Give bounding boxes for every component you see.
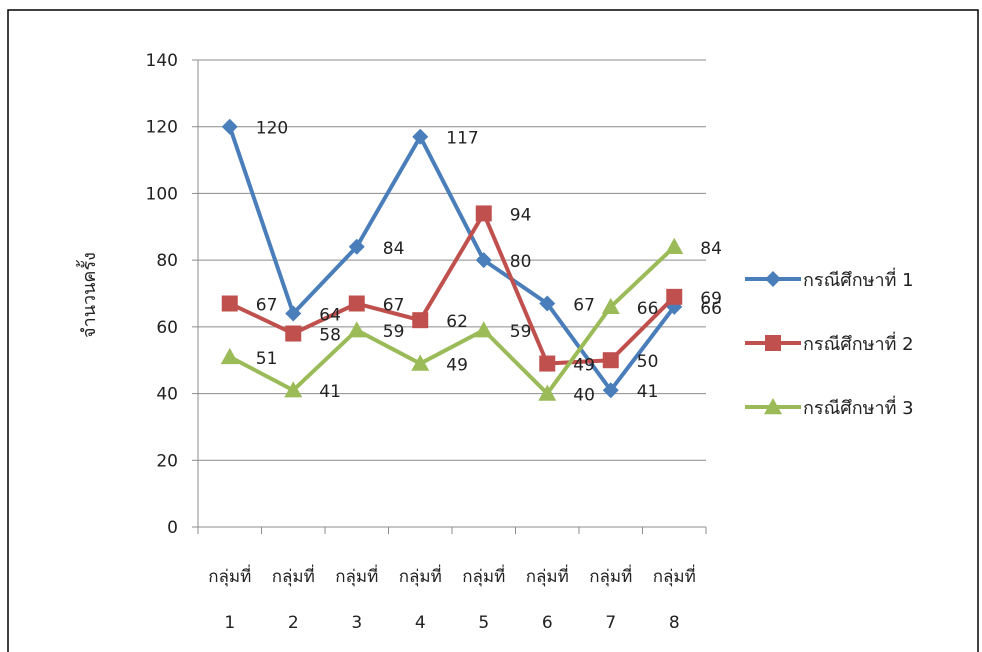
y-tick-label: 140 [146, 51, 178, 71]
x-tick-label-number: 4 [415, 613, 426, 633]
x-tick-label-number: 2 [288, 613, 299, 633]
point-marker [539, 355, 556, 372]
series-line [227, 126, 676, 393]
x-tick-label: กลุ่มที่ [589, 564, 632, 587]
data-label: 67 [383, 296, 405, 316]
data-label: 49 [446, 356, 468, 376]
point-marker [348, 295, 365, 312]
y-tick-label: 100 [146, 184, 178, 204]
x-tick-label-number: 8 [669, 613, 680, 633]
x-tick-label: กลุ่มที่ [526, 564, 569, 587]
point-marker [602, 382, 619, 399]
x-tick-label-number: 3 [351, 613, 362, 633]
y-tick-label: 60 [156, 318, 178, 338]
data-label: 84 [383, 239, 405, 259]
data-label: 51 [256, 349, 278, 369]
data-label: 41 [319, 382, 341, 402]
data-label: 67 [256, 296, 278, 316]
point-marker [411, 354, 430, 371]
x-tick-label: กลุ่มที่ [399, 564, 442, 587]
data-label: 69 [700, 289, 722, 309]
series-group [220, 118, 684, 401]
x-tick-label-number: 7 [605, 613, 616, 633]
data-label: 64 [319, 306, 341, 326]
point-marker [412, 128, 429, 145]
point-marker [347, 321, 366, 338]
chart-border [7, 9, 979, 652]
data-label: 59 [510, 322, 532, 342]
legend: กรณีศึกษาที่ 1 กรณีศึกษาที่ 2 กรณีศึกษาที่… [745, 267, 914, 419]
data-label: 120 [256, 119, 288, 139]
x-tick-label: กลุ่มที่ [272, 564, 315, 587]
data-label: 50 [637, 352, 659, 372]
data-label: 59 [383, 322, 405, 342]
point-marker [285, 305, 302, 322]
x-tick-label-number: 1 [224, 613, 235, 633]
data-label: 58 [319, 326, 341, 346]
x-tick-label-number: 6 [542, 613, 553, 633]
x-tick-labels: กลุ่มที่ 1 กลุ่มที่ 2 กลุ่มที่ 3 กลุ่มที่ 4 กลุ่… [208, 564, 696, 633]
legend-label: กรณีศึกษาที่ 2 [803, 331, 914, 355]
point-marker [475, 205, 492, 222]
y-tick-labels: 0 20 40 60 80 100 120 140 [146, 51, 178, 538]
y-tick-label: 120 [146, 118, 178, 138]
x-tick-label: กลุ่มที่ [653, 564, 696, 587]
point-marker [602, 352, 619, 369]
data-label: 94 [510, 205, 532, 225]
data-label: 84 [700, 239, 722, 259]
legend-label: กรณีศึกษาที่ 3 [803, 395, 914, 419]
axes [192, 59, 707, 534]
y-tick-label: 0 [167, 518, 178, 538]
point-marker [538, 384, 557, 401]
series-line [228, 245, 676, 396]
y-tick-label: 20 [156, 451, 178, 471]
data-label: 80 [510, 252, 532, 272]
point-marker [412, 312, 429, 329]
point-marker [284, 381, 303, 398]
point-marker [765, 335, 781, 351]
data-label: 41 [637, 382, 659, 402]
point-marker [474, 321, 493, 338]
x-tick-label: กลุ่มที่ [462, 564, 505, 587]
point-marker [765, 271, 781, 287]
point-marker [220, 347, 239, 365]
point-marker [666, 288, 683, 305]
point-marker [475, 252, 492, 269]
data-label: 66 [637, 299, 659, 319]
legend-label: กรณีศึกษาที่ 1 [803, 267, 914, 291]
x-tick-label: กลุ่มที่ [208, 564, 251, 587]
point-marker [665, 237, 684, 254]
data-labels: 120 64 84 117 80 67 41 66 67 58 67 62 94 49 50 69 51 41 59… [256, 119, 722, 406]
y-tick-label: 40 [156, 385, 178, 405]
y-tick-label: 80 [156, 251, 178, 271]
point-marker [221, 118, 238, 135]
point-marker [539, 295, 556, 312]
point-marker [764, 398, 782, 415]
data-label: 62 [446, 312, 468, 332]
y-axis-title: จำนวนครั้ง [76, 252, 100, 338]
data-label: 49 [573, 356, 595, 376]
series-line [228, 211, 676, 366]
data-label: 66 [700, 299, 722, 319]
point-marker [601, 297, 620, 315]
point-marker [221, 295, 238, 312]
point-marker [348, 238, 365, 255]
data-label: 67 [573, 296, 595, 316]
point-marker [285, 325, 302, 342]
data-label: 40 [573, 386, 595, 406]
x-tick-label: กลุ่มที่ [335, 564, 378, 587]
x-tick-label-number: 5 [478, 613, 489, 633]
data-label: 117 [446, 129, 478, 149]
